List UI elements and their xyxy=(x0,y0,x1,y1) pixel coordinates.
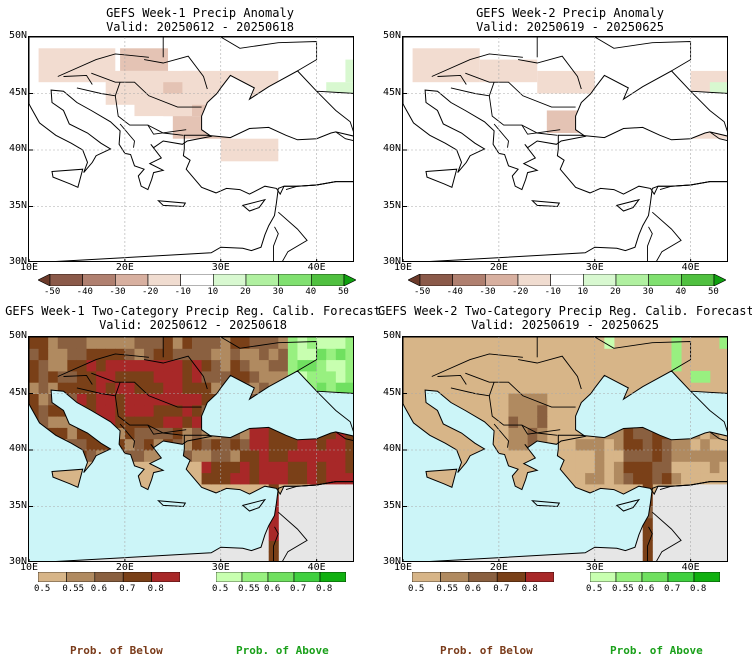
colorbar-tick-label: 0.5 xyxy=(586,584,603,594)
lat-label: 50N xyxy=(382,330,401,341)
panel1-title: GEFS Week-1 Precip Anomaly Valid: 2025061… xyxy=(106,6,294,34)
colorbar-tick-label: -20 xyxy=(142,287,159,297)
colorbar-tick-label: 0.5 xyxy=(34,584,51,594)
colorbar-tick-label: 0.8 xyxy=(690,584,707,594)
colorbar-tick-label: 30 xyxy=(642,287,654,297)
below-colorbar-week1 xyxy=(38,572,180,582)
map-week1-twocat xyxy=(28,336,354,562)
lat-label: 40N xyxy=(382,143,401,154)
lon-label: 30E xyxy=(585,562,604,573)
colorbar-tick-label: 40 xyxy=(675,287,687,297)
colorbar-tick-label: 0.55 xyxy=(62,584,85,594)
colorbar-tick-label: -40 xyxy=(76,287,93,297)
lon-label: 40E xyxy=(307,262,326,273)
map-week2-anomaly xyxy=(402,36,728,262)
lon-label: 40E xyxy=(681,562,700,573)
lon-label: 30E xyxy=(211,562,230,573)
colorbar-tick-label: -40 xyxy=(446,287,463,297)
colorbar-tick-label: 0.8 xyxy=(147,584,164,594)
map-week1-anomaly xyxy=(28,36,354,262)
colorbar-tick-label: 0.55 xyxy=(436,584,459,594)
lon-label: 10E xyxy=(394,262,413,273)
colorbar-tick-label: -30 xyxy=(109,287,126,297)
lat-label: 45N xyxy=(8,86,27,98)
map-week2-twocat xyxy=(402,336,728,562)
lat-label: 45N xyxy=(8,386,27,398)
colorbar-tick-label: -50 xyxy=(414,287,431,297)
lat-label: 35N xyxy=(8,199,27,211)
colorbar-tick-label: 0.7 xyxy=(290,584,307,594)
colorbar-tick-label: 0.6 xyxy=(464,584,482,594)
lat-label: 40N xyxy=(8,143,27,154)
colorbar-tick-label: 0.8 xyxy=(316,584,333,594)
lat-label: 30N xyxy=(382,556,401,567)
legend-below-week2: Prob. of Below xyxy=(440,644,533,657)
lon-label: 40E xyxy=(307,562,326,573)
colorbar-tick-label: 10 xyxy=(577,287,589,297)
legend-above-week1: Prob. of Above xyxy=(236,644,329,657)
colorbar-tick-label: 0.7 xyxy=(119,584,136,594)
colorbar-tick-label: -10 xyxy=(174,287,191,297)
colorbar-tick-label: 0.8 xyxy=(521,584,538,594)
colorbar-tick-label: 0.6 xyxy=(90,584,108,594)
below-colorbar-week2 xyxy=(412,572,554,582)
lon-label: 20E xyxy=(489,262,508,273)
colorbar-tick-label: 0.7 xyxy=(493,584,510,594)
lat-label: 50N xyxy=(382,30,401,41)
panel2-title: GEFS Week-2 Precip Anomaly Valid: 2025061… xyxy=(476,6,664,34)
lon-label: 20E xyxy=(489,562,508,573)
colorbar-tick-label: 40 xyxy=(305,287,317,297)
lat-label: 30N xyxy=(8,556,27,567)
anomaly-colorbar-week1 xyxy=(38,274,356,286)
lat-label: 35N xyxy=(382,499,401,511)
lon-label: 30E xyxy=(585,262,604,273)
colorbar-tick-label: 0.7 xyxy=(664,584,681,594)
lat-label: 35N xyxy=(8,499,27,511)
lon-label: 20E xyxy=(115,262,134,273)
colorbar-tick-label: 0.6 xyxy=(638,584,655,594)
lat-label: 45N xyxy=(382,386,401,398)
colorbar-tick-label: 0.5 xyxy=(408,584,425,594)
colorbar-tick-label: 20 xyxy=(610,287,621,297)
colorbar-tick-label: -30 xyxy=(479,287,496,297)
lat-label: 50N xyxy=(8,330,27,341)
colorbar-tick-label: -10 xyxy=(544,287,561,297)
lat-label: 30N xyxy=(382,256,401,267)
lat-label: 40N xyxy=(382,443,401,454)
lon-label: 40E xyxy=(681,262,700,273)
lat-label: 50N xyxy=(8,30,27,41)
panel3-title: GEFS Week-1 Two-Category Precip Reg. Cal… xyxy=(5,304,381,332)
colorbar-tick-label: 0.55 xyxy=(612,584,634,594)
colorbar-tick-label: 0.55 xyxy=(238,584,260,594)
lon-label: 10E xyxy=(20,562,39,573)
colorbar-tick-label: 10 xyxy=(207,287,219,297)
colorbar-tick-label: 0.6 xyxy=(264,584,281,594)
colorbar-tick-label: 50 xyxy=(338,287,349,297)
colorbar-tick-label: 30 xyxy=(272,287,284,297)
above-colorbar-week2 xyxy=(590,572,720,582)
colorbar-tick-label: 50 xyxy=(708,287,719,297)
above-colorbar-week1 xyxy=(216,572,346,582)
colorbar-tick-label: -50 xyxy=(44,287,61,297)
colorbar-tick-label: 20 xyxy=(240,287,251,297)
legend-below-week1: Prob. of Below xyxy=(70,644,163,657)
lon-label: 20E xyxy=(115,562,134,573)
lat-label: 30N xyxy=(8,256,27,267)
colorbar-tick-label: 0.5 xyxy=(212,584,229,594)
colorbar-tick-label: -20 xyxy=(512,287,529,297)
lat-label: 45N xyxy=(382,86,401,98)
lon-label: 10E xyxy=(20,262,39,273)
lat-label: 40N xyxy=(8,443,27,454)
legend-above-week2: Prob. of Above xyxy=(610,644,703,657)
lat-label: 35N xyxy=(382,199,401,211)
lon-label: 10E xyxy=(394,562,413,573)
anomaly-colorbar-week2 xyxy=(408,274,726,286)
panel4-title: GEFS Week-2 Two-Category Precip Reg. Cal… xyxy=(378,304,752,332)
lon-label: 30E xyxy=(211,262,230,273)
